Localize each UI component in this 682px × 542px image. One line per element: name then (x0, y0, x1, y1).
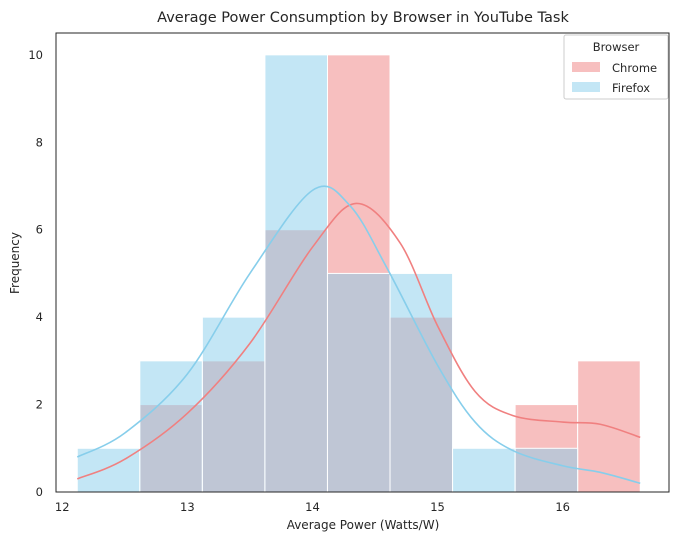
x-tick-label-16: 16 (555, 500, 570, 514)
bar-firefox-0 (76, 447, 141, 493)
x-tick-label-12: 12 (55, 500, 70, 514)
x-axis-label: Average Power (Watts/W) (287, 518, 440, 532)
bar-firefox-6 (452, 447, 516, 493)
chart-title: Average Power Consumption by Browser in … (157, 10, 569, 26)
legend-label-chrome: Chrome (612, 61, 657, 75)
x-tick-label-15: 15 (430, 500, 445, 514)
x-tick-label-14: 14 (305, 500, 320, 514)
legend-swatch-chrome (572, 62, 600, 72)
y-tick-label-4: 4 (36, 310, 43, 324)
kde-curve-firefox (76, 185, 641, 485)
legend: Browser Chrome Firefox (563, 34, 669, 100)
y-tick-label-0: 0 (36, 485, 43, 499)
legend-swatch-firefox (572, 82, 600, 92)
bar-firefox-4 (326, 272, 391, 493)
legend-title: Browser (593, 40, 640, 54)
legend-label-firefox: Firefox (612, 81, 650, 95)
plot-area: 12 13 14 15 16 0 2 4 6 8 10 (28, 32, 670, 514)
y-tick-label-8: 8 (36, 135, 43, 149)
bar-firefox-5 (389, 272, 454, 493)
x-tick-label-13: 13 (180, 500, 195, 514)
y-tick-label-2: 2 (36, 398, 43, 412)
kde-curve-chrome (76, 202, 641, 480)
bar-firefox-1 (139, 360, 203, 493)
y-axis-label: Frequency (8, 232, 22, 294)
bar-firefox-3 (264, 54, 328, 493)
axes-frame (55, 32, 670, 493)
y-tick-label-6: 6 (36, 223, 43, 237)
y-tick-label-10: 10 (28, 48, 43, 62)
bar-firefox-2 (201, 316, 266, 493)
